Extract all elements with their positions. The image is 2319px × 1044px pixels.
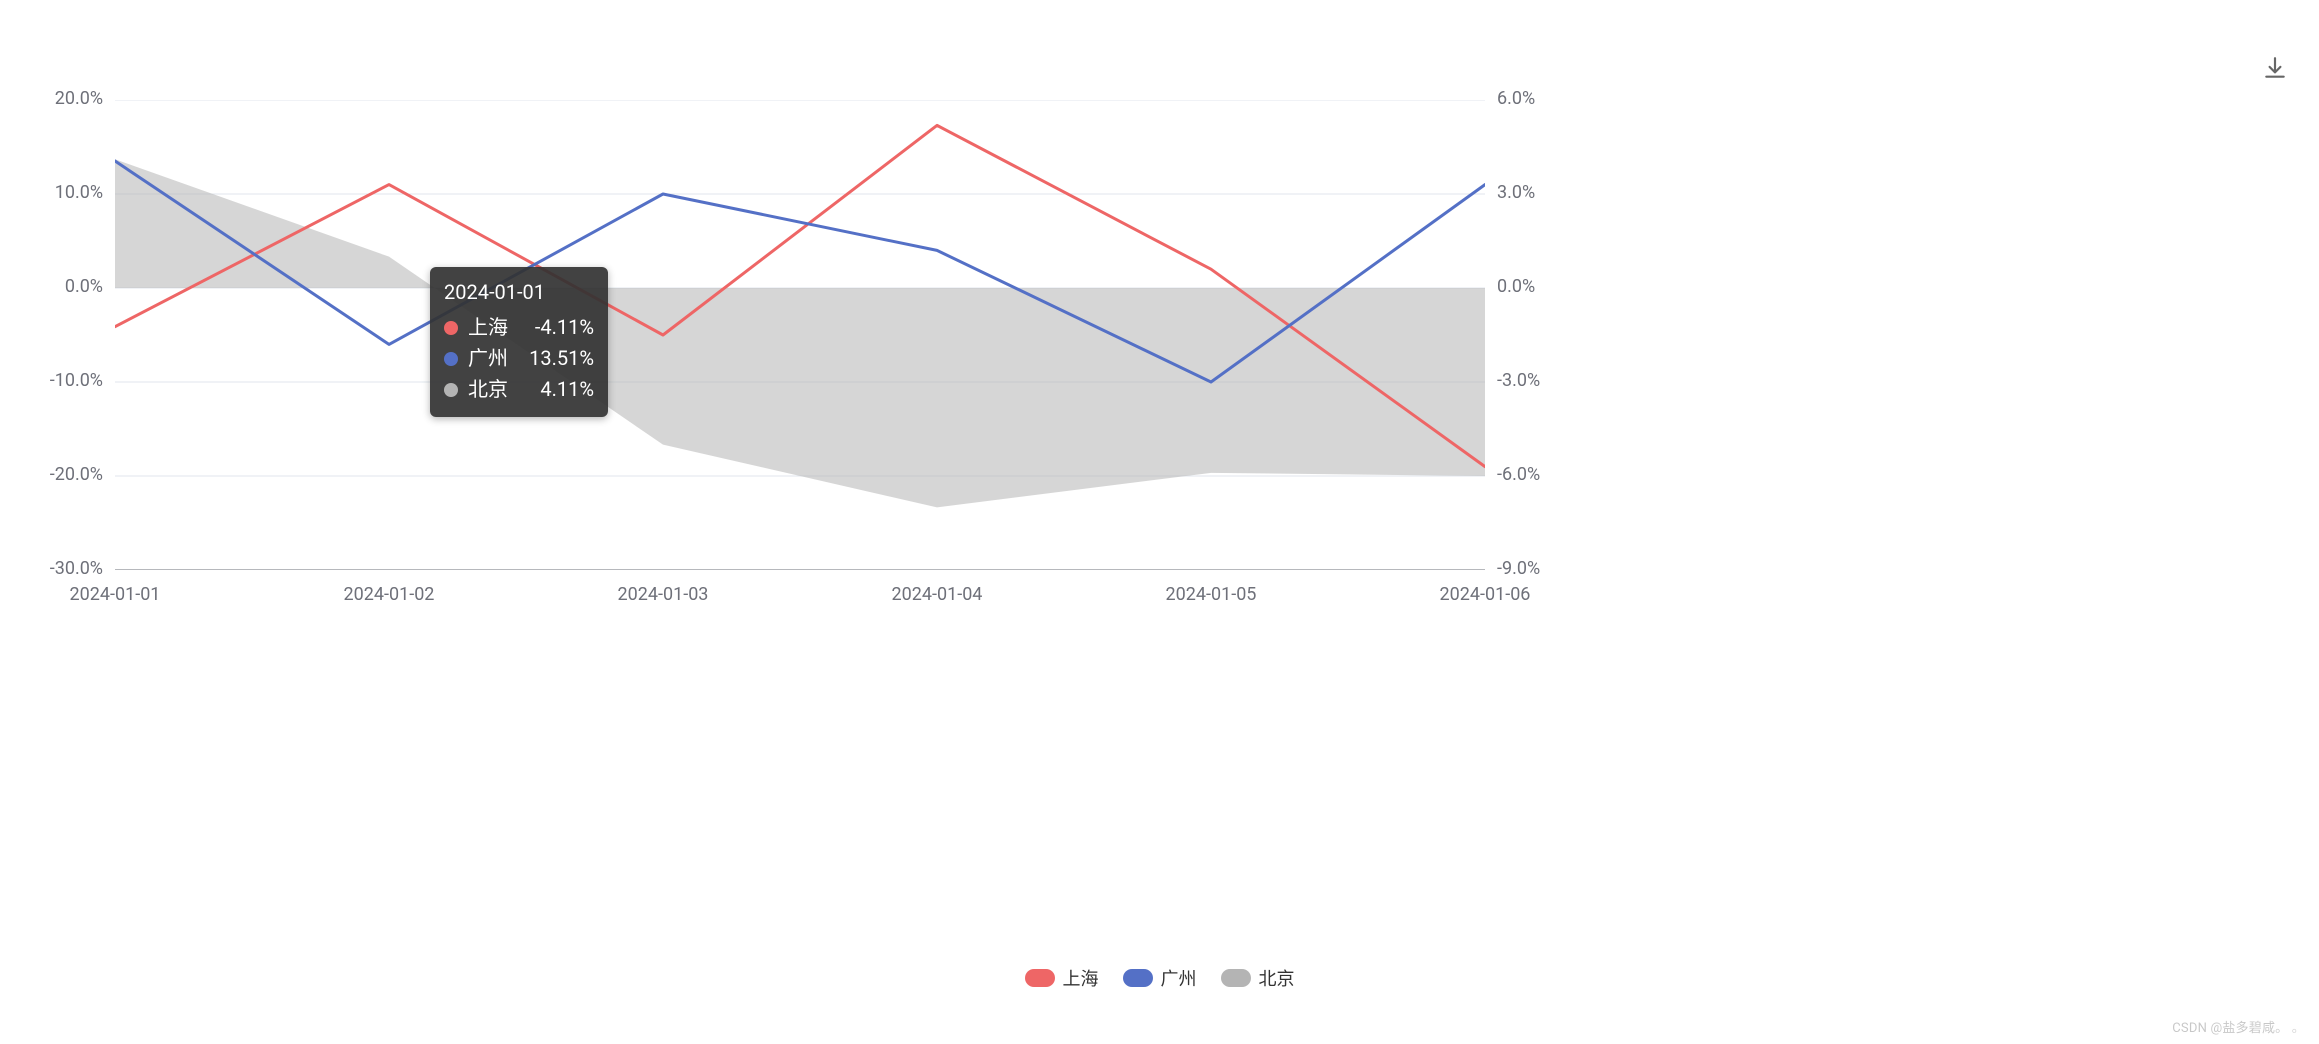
- watermark: CSDN @盐多碧咸。 。: [2172, 1017, 2305, 1036]
- y-right-tick-label: -6.0%: [1497, 464, 1540, 485]
- y-right-tick-label: -9.0%: [1497, 558, 1540, 579]
- x-tick-label: 2024-01-04: [882, 584, 992, 605]
- y-left-tick-label: -20.0%: [50, 464, 103, 485]
- y-left-tick-label: -10.0%: [50, 370, 103, 391]
- legend-marker-icon: [1221, 969, 1251, 987]
- tooltip-row-marker-icon: [444, 321, 458, 335]
- y-left-tick-label: 10.0%: [55, 182, 103, 203]
- y-right-tick-label: -3.0%: [1497, 370, 1540, 391]
- plot-area: [115, 100, 1485, 570]
- y-left-tick-label: 20.0%: [55, 88, 103, 109]
- tooltip: 2024-01-01 上海-4.11%广州13.51%北京4.11%: [430, 267, 608, 417]
- legend-label: 广州: [1161, 965, 1197, 991]
- tooltip-row: 广州13.51%: [444, 343, 594, 374]
- legend-marker-icon: [1123, 969, 1153, 987]
- y-left-tick-label: 0.0%: [65, 276, 103, 297]
- tooltip-title: 2024-01-01: [444, 277, 594, 308]
- tooltip-row: 北京4.11%: [444, 374, 594, 405]
- y-right-tick-label: 0.0%: [1497, 276, 1535, 297]
- tooltip-row: 上海-4.11%: [444, 312, 594, 343]
- legend-label: 上海: [1063, 965, 1099, 991]
- legend-item[interactable]: 上海: [1025, 965, 1099, 991]
- x-tick-label: 2024-01-02: [334, 584, 444, 605]
- chart-container: -30.0% -20.0% -10.0% 0.0% 10.0% 20.0% -9.0% -6…: [0, 0, 2319, 1044]
- tooltip-row-value: 4.11%: [524, 374, 594, 405]
- tooltip-row-value: -4.11%: [524, 312, 594, 343]
- y-right-tick-label: 6.0%: [1497, 88, 1535, 109]
- y-left-tick-label: -30.0%: [50, 558, 103, 579]
- legend: 上海 广州 北京: [0, 965, 2319, 991]
- x-tick-label: 2024-01-05: [1156, 584, 1266, 605]
- legend-item[interactable]: 广州: [1123, 965, 1197, 991]
- legend-item[interactable]: 北京: [1221, 965, 1295, 991]
- tooltip-row-name: 北京: [468, 374, 522, 405]
- legend-marker-icon: [1025, 969, 1055, 987]
- tooltip-row-name: 广州: [468, 343, 522, 374]
- y-right-tick-label: 3.0%: [1497, 182, 1535, 203]
- download-icon[interactable]: [2259, 52, 2291, 84]
- x-tick-label: 2024-01-03: [608, 584, 718, 605]
- tooltip-row-value: 13.51%: [524, 343, 594, 374]
- tooltip-row-marker-icon: [444, 383, 458, 397]
- tooltip-row-marker-icon: [444, 352, 458, 366]
- x-tick-label: 2024-01-06: [1430, 584, 1540, 605]
- x-tick-label: 2024-01-01: [60, 584, 170, 605]
- tooltip-row-name: 上海: [468, 312, 522, 343]
- legend-label: 北京: [1259, 965, 1295, 991]
